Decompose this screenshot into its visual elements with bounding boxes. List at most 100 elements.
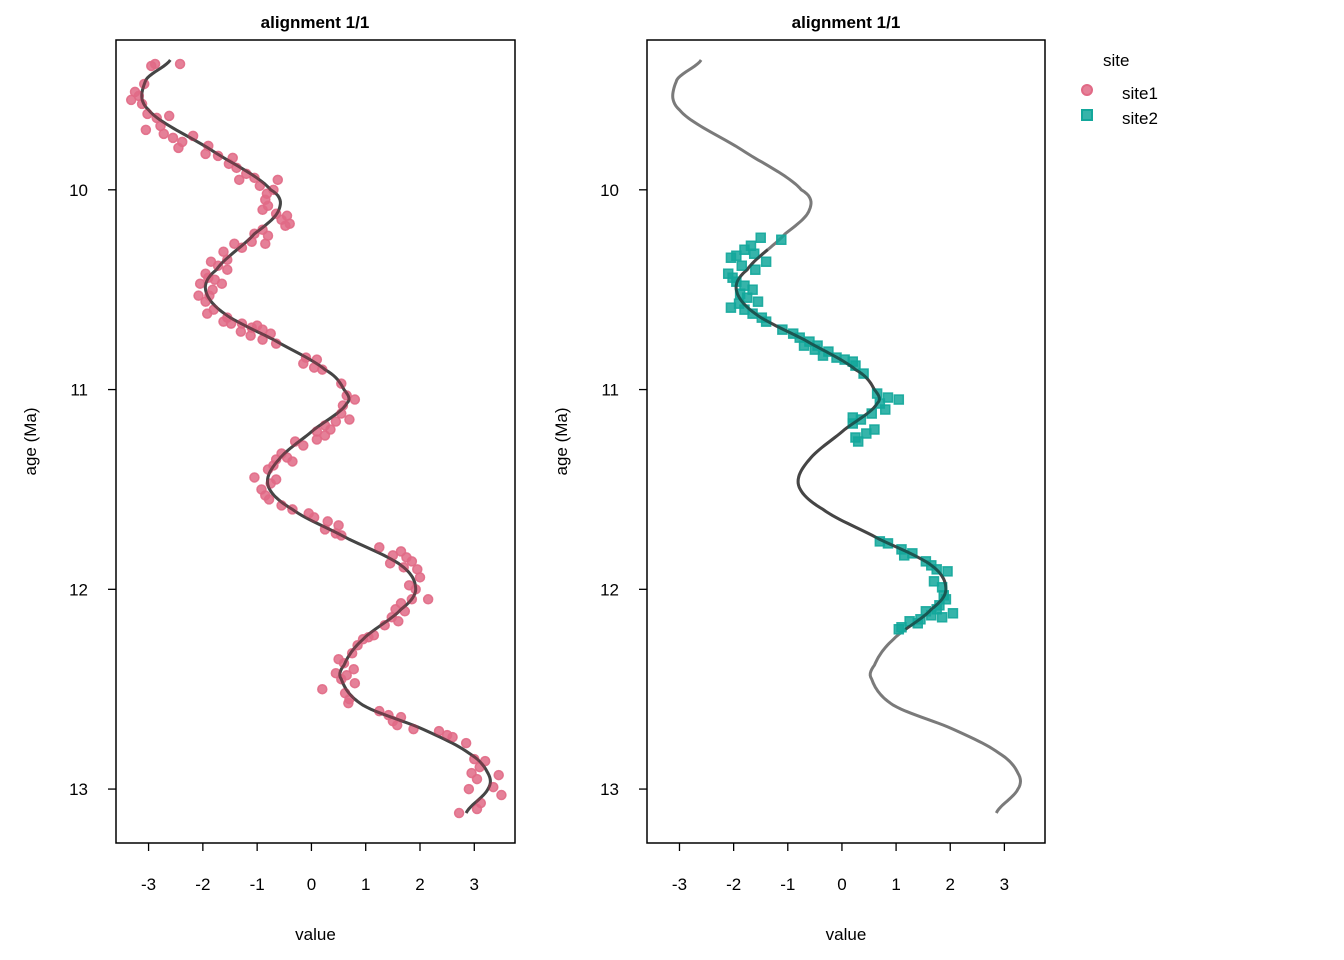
data-point <box>140 124 152 136</box>
x-tick-label: 3 <box>470 875 479 894</box>
legend-item-site1: site1 <box>1081 84 1158 103</box>
data-point <box>167 132 179 144</box>
data-point <box>298 440 309 451</box>
data-point <box>893 624 905 635</box>
data-point <box>348 663 360 675</box>
data-point <box>319 430 331 441</box>
data-point <box>471 773 483 785</box>
data-point <box>747 284 758 295</box>
data-point <box>343 697 354 709</box>
chart-title: alignment 1/1 <box>261 13 370 32</box>
data-point <box>752 296 764 307</box>
legend-title: site <box>1103 51 1129 70</box>
x-tick-label: 0 <box>837 875 846 894</box>
data-point <box>233 174 245 186</box>
x-tick-label: 2 <box>946 875 955 894</box>
data-point <box>453 807 465 819</box>
data-point <box>760 256 772 267</box>
data-point <box>748 248 760 259</box>
data-point <box>880 404 891 415</box>
x-axis: -3 -2 -1 0 1 2 3 <box>672 842 1009 894</box>
data-point <box>173 142 184 154</box>
data-point <box>406 556 418 567</box>
data-point <box>496 789 507 801</box>
data-point <box>725 302 737 313</box>
legend-item-site2: site2 <box>1081 109 1158 128</box>
data-point <box>249 472 260 483</box>
series-site1 <box>125 58 507 819</box>
data-point <box>942 566 953 577</box>
data-point <box>460 737 472 749</box>
data-point <box>414 572 426 583</box>
legend-label-site1: site1 <box>1122 84 1158 103</box>
data-point <box>222 264 233 275</box>
chart-panel-site2: alignment 1/1-3 -2 -1 0 1 2 3value10111213age … <box>552 13 1046 944</box>
data-point <box>736 260 748 271</box>
data-point <box>776 234 787 246</box>
x-tick-label: -1 <box>780 875 795 894</box>
data-point <box>284 218 295 230</box>
data-point <box>260 238 271 249</box>
data-point <box>287 456 298 467</box>
legend: site site1 site2 <box>1081 51 1158 128</box>
data-point <box>257 204 268 216</box>
y-tick-label: 12 <box>69 580 88 599</box>
chart-title: alignment 1/1 <box>792 13 901 32</box>
data-point <box>201 308 213 319</box>
x-tick-label: -1 <box>250 875 265 894</box>
data-point <box>125 94 137 106</box>
x-axis-label: value <box>295 925 336 944</box>
data-point <box>174 58 186 70</box>
data-point <box>163 110 175 122</box>
x-axis-label: value <box>826 925 867 944</box>
x-tick-label: -2 <box>195 875 210 894</box>
data-point <box>349 677 361 689</box>
x-tick-label: -3 <box>672 875 687 894</box>
y-axis-label: age (Ma) <box>21 407 40 475</box>
y-tick-label: 11 <box>70 381 88 400</box>
data-point <box>245 330 256 341</box>
reference-curve <box>671 59 1023 814</box>
x-tick-label: 0 <box>307 875 316 894</box>
legend-marker-site2 <box>1081 109 1093 121</box>
legend-marker-site1 <box>1081 84 1093 96</box>
data-point <box>194 278 206 289</box>
data-point <box>344 414 355 425</box>
data-point <box>149 58 161 70</box>
data-point <box>272 174 284 186</box>
y-tick-label: 10 <box>600 181 619 200</box>
data-point <box>755 232 766 244</box>
y-tick-label: 12 <box>600 580 619 599</box>
data-point <box>861 428 872 439</box>
data-point <box>750 264 761 275</box>
x-tick-label: 1 <box>891 875 900 894</box>
y-tick-label: 10 <box>69 181 88 200</box>
data-point <box>422 594 434 605</box>
y-axis-label: age (Ma) <box>552 407 571 475</box>
y-tick-label: 13 <box>69 780 88 799</box>
x-tick-label: 2 <box>415 875 424 894</box>
data-point <box>317 683 328 695</box>
data-point <box>330 416 342 427</box>
data-point <box>463 783 475 795</box>
x-tick-label: -2 <box>726 875 741 894</box>
data-point <box>893 394 905 405</box>
x-tick-label: 1 <box>361 875 370 894</box>
aligned-curve-segment <box>734 248 948 631</box>
data-point <box>200 148 211 160</box>
x-tick-label: -3 <box>141 875 156 894</box>
data-point <box>852 436 864 447</box>
data-point <box>882 392 894 403</box>
x-axis: -3 -2 -1 0 1 2 3 <box>141 842 479 894</box>
aligned-curve-segment <box>140 59 492 814</box>
data-point <box>471 803 483 815</box>
data-point <box>235 326 247 337</box>
x-tick-label: 3 <box>1000 875 1009 894</box>
data-point <box>158 128 170 140</box>
data-point <box>311 434 323 445</box>
y-tick-label: 13 <box>600 780 619 799</box>
data-point <box>393 616 404 627</box>
data-point <box>928 576 940 587</box>
data-point <box>936 612 948 623</box>
